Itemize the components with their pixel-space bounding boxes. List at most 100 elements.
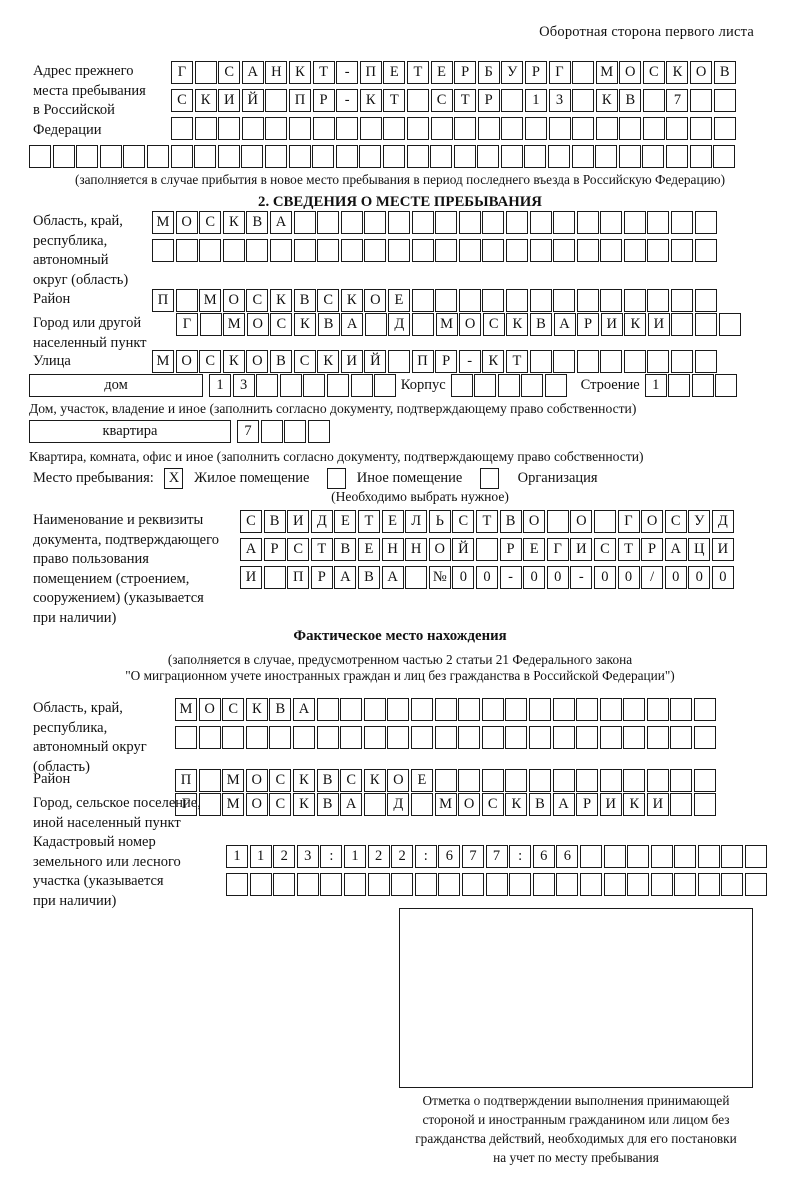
char-cell[interactable]: [694, 239, 717, 262]
char-cell[interactable]: /: [641, 566, 664, 589]
char-cell[interactable]: [500, 145, 523, 168]
char-cell[interactable]: Е: [334, 510, 357, 533]
char-cell[interactable]: [501, 117, 524, 140]
char-cell[interactable]: [273, 873, 296, 896]
char-cell[interactable]: [482, 289, 505, 312]
char-cell[interactable]: [521, 374, 544, 397]
char-cell[interactable]: С: [218, 61, 241, 84]
char-cell[interactable]: [553, 239, 576, 262]
char-cell[interactable]: Е: [523, 538, 546, 561]
char-cell[interactable]: Т: [357, 510, 380, 533]
char-cell[interactable]: [194, 145, 217, 168]
char-cell[interactable]: [316, 698, 339, 721]
char-cell[interactable]: В: [269, 350, 292, 373]
char-cell[interactable]: 1: [644, 374, 667, 397]
char-cell[interactable]: [670, 793, 693, 816]
char-cell[interactable]: 1: [226, 845, 248, 868]
char-cell[interactable]: -: [499, 566, 522, 589]
char-cell[interactable]: К: [222, 211, 245, 234]
char-cell[interactable]: [599, 698, 622, 721]
char-cell[interactable]: [695, 313, 718, 336]
char-cell[interactable]: [505, 769, 528, 792]
char-cell[interactable]: [697, 845, 720, 868]
char-cell[interactable]: :: [509, 845, 532, 868]
char-cell[interactable]: [241, 145, 264, 168]
char-cell[interactable]: С: [240, 510, 262, 533]
char-cell[interactable]: 6: [556, 845, 579, 868]
char-cell[interactable]: Е: [410, 769, 433, 792]
char-cell[interactable]: [364, 211, 387, 234]
char-cell[interactable]: [363, 726, 386, 749]
char-cell[interactable]: [713, 145, 736, 168]
char-cell[interactable]: Р: [499, 538, 522, 561]
char-cell[interactable]: Р: [577, 313, 600, 336]
char-cell[interactable]: -: [570, 566, 593, 589]
char-cell[interactable]: О: [245, 793, 268, 816]
char-cell[interactable]: Ц: [688, 538, 711, 561]
char-cell[interactable]: [668, 374, 691, 397]
char-cell[interactable]: [552, 698, 575, 721]
char-cell[interactable]: [430, 117, 453, 140]
char-cell[interactable]: П: [411, 350, 434, 373]
char-cell[interactable]: [374, 374, 397, 397]
char-cell[interactable]: [29, 145, 51, 168]
char-cell[interactable]: [529, 350, 552, 373]
char-cell[interactable]: [576, 769, 599, 792]
korpus-cells[interactable]: [450, 374, 569, 397]
char-cell[interactable]: К: [666, 61, 689, 84]
char-cell[interactable]: [340, 211, 363, 234]
char-cell[interactable]: 7: [237, 420, 259, 443]
char-cell[interactable]: Р: [435, 350, 458, 373]
char-cell[interactable]: [284, 420, 307, 443]
char-cell[interactable]: М: [435, 313, 458, 336]
char-cell[interactable]: О: [458, 793, 481, 816]
char-cell[interactable]: [556, 873, 579, 896]
char-cell[interactable]: О: [641, 510, 664, 533]
char-cell[interactable]: 7: [485, 845, 508, 868]
char-cell[interactable]: [245, 726, 268, 749]
char-cell[interactable]: [745, 845, 768, 868]
char-cell[interactable]: [666, 117, 689, 140]
char-cell[interactable]: [438, 873, 461, 896]
char-cell[interactable]: [307, 420, 330, 443]
stamp-area-box[interactable]: [399, 908, 753, 1088]
char-cell[interactable]: С: [222, 698, 245, 721]
char-cell[interactable]: [579, 873, 602, 896]
char-cell[interactable]: [350, 374, 373, 397]
char-cell[interactable]: [623, 239, 646, 262]
char-cell[interactable]: А: [381, 566, 404, 589]
char-cell[interactable]: [269, 726, 292, 749]
char-cell[interactable]: [528, 769, 551, 792]
char-cell[interactable]: [335, 145, 358, 168]
char-cell[interactable]: [292, 726, 315, 749]
char-cell[interactable]: В: [293, 289, 316, 312]
char-cell[interactable]: [674, 873, 697, 896]
char-cell[interactable]: М: [152, 350, 174, 373]
char-cell[interactable]: В: [713, 61, 736, 84]
checkbox-organization[interactable]: [479, 468, 499, 489]
char-cell[interactable]: [694, 289, 717, 312]
char-cell[interactable]: [646, 769, 669, 792]
char-cell[interactable]: [458, 769, 481, 792]
char-cell[interactable]: 0: [523, 566, 546, 589]
char-cell[interactable]: А: [269, 211, 292, 234]
char-cell[interactable]: [430, 145, 453, 168]
char-cell[interactable]: О: [245, 769, 268, 792]
char-cell[interactable]: [481, 769, 504, 792]
char-cell[interactable]: [532, 873, 555, 896]
flat-number-cells[interactable]: 7: [237, 420, 331, 443]
char-cell[interactable]: [336, 117, 359, 140]
char-cell[interactable]: [434, 769, 457, 792]
char-cell[interactable]: [713, 89, 736, 112]
char-cell[interactable]: [411, 211, 434, 234]
char-cell[interactable]: 0: [593, 566, 616, 589]
char-cell[interactable]: Т: [475, 510, 498, 533]
char-cell[interactable]: 0: [617, 566, 640, 589]
char-cell[interactable]: [461, 873, 484, 896]
char-cell[interactable]: Ь: [428, 510, 451, 533]
char-cell[interactable]: [411, 289, 434, 312]
char-cell[interactable]: О: [570, 510, 593, 533]
char-cell[interactable]: [546, 510, 569, 533]
